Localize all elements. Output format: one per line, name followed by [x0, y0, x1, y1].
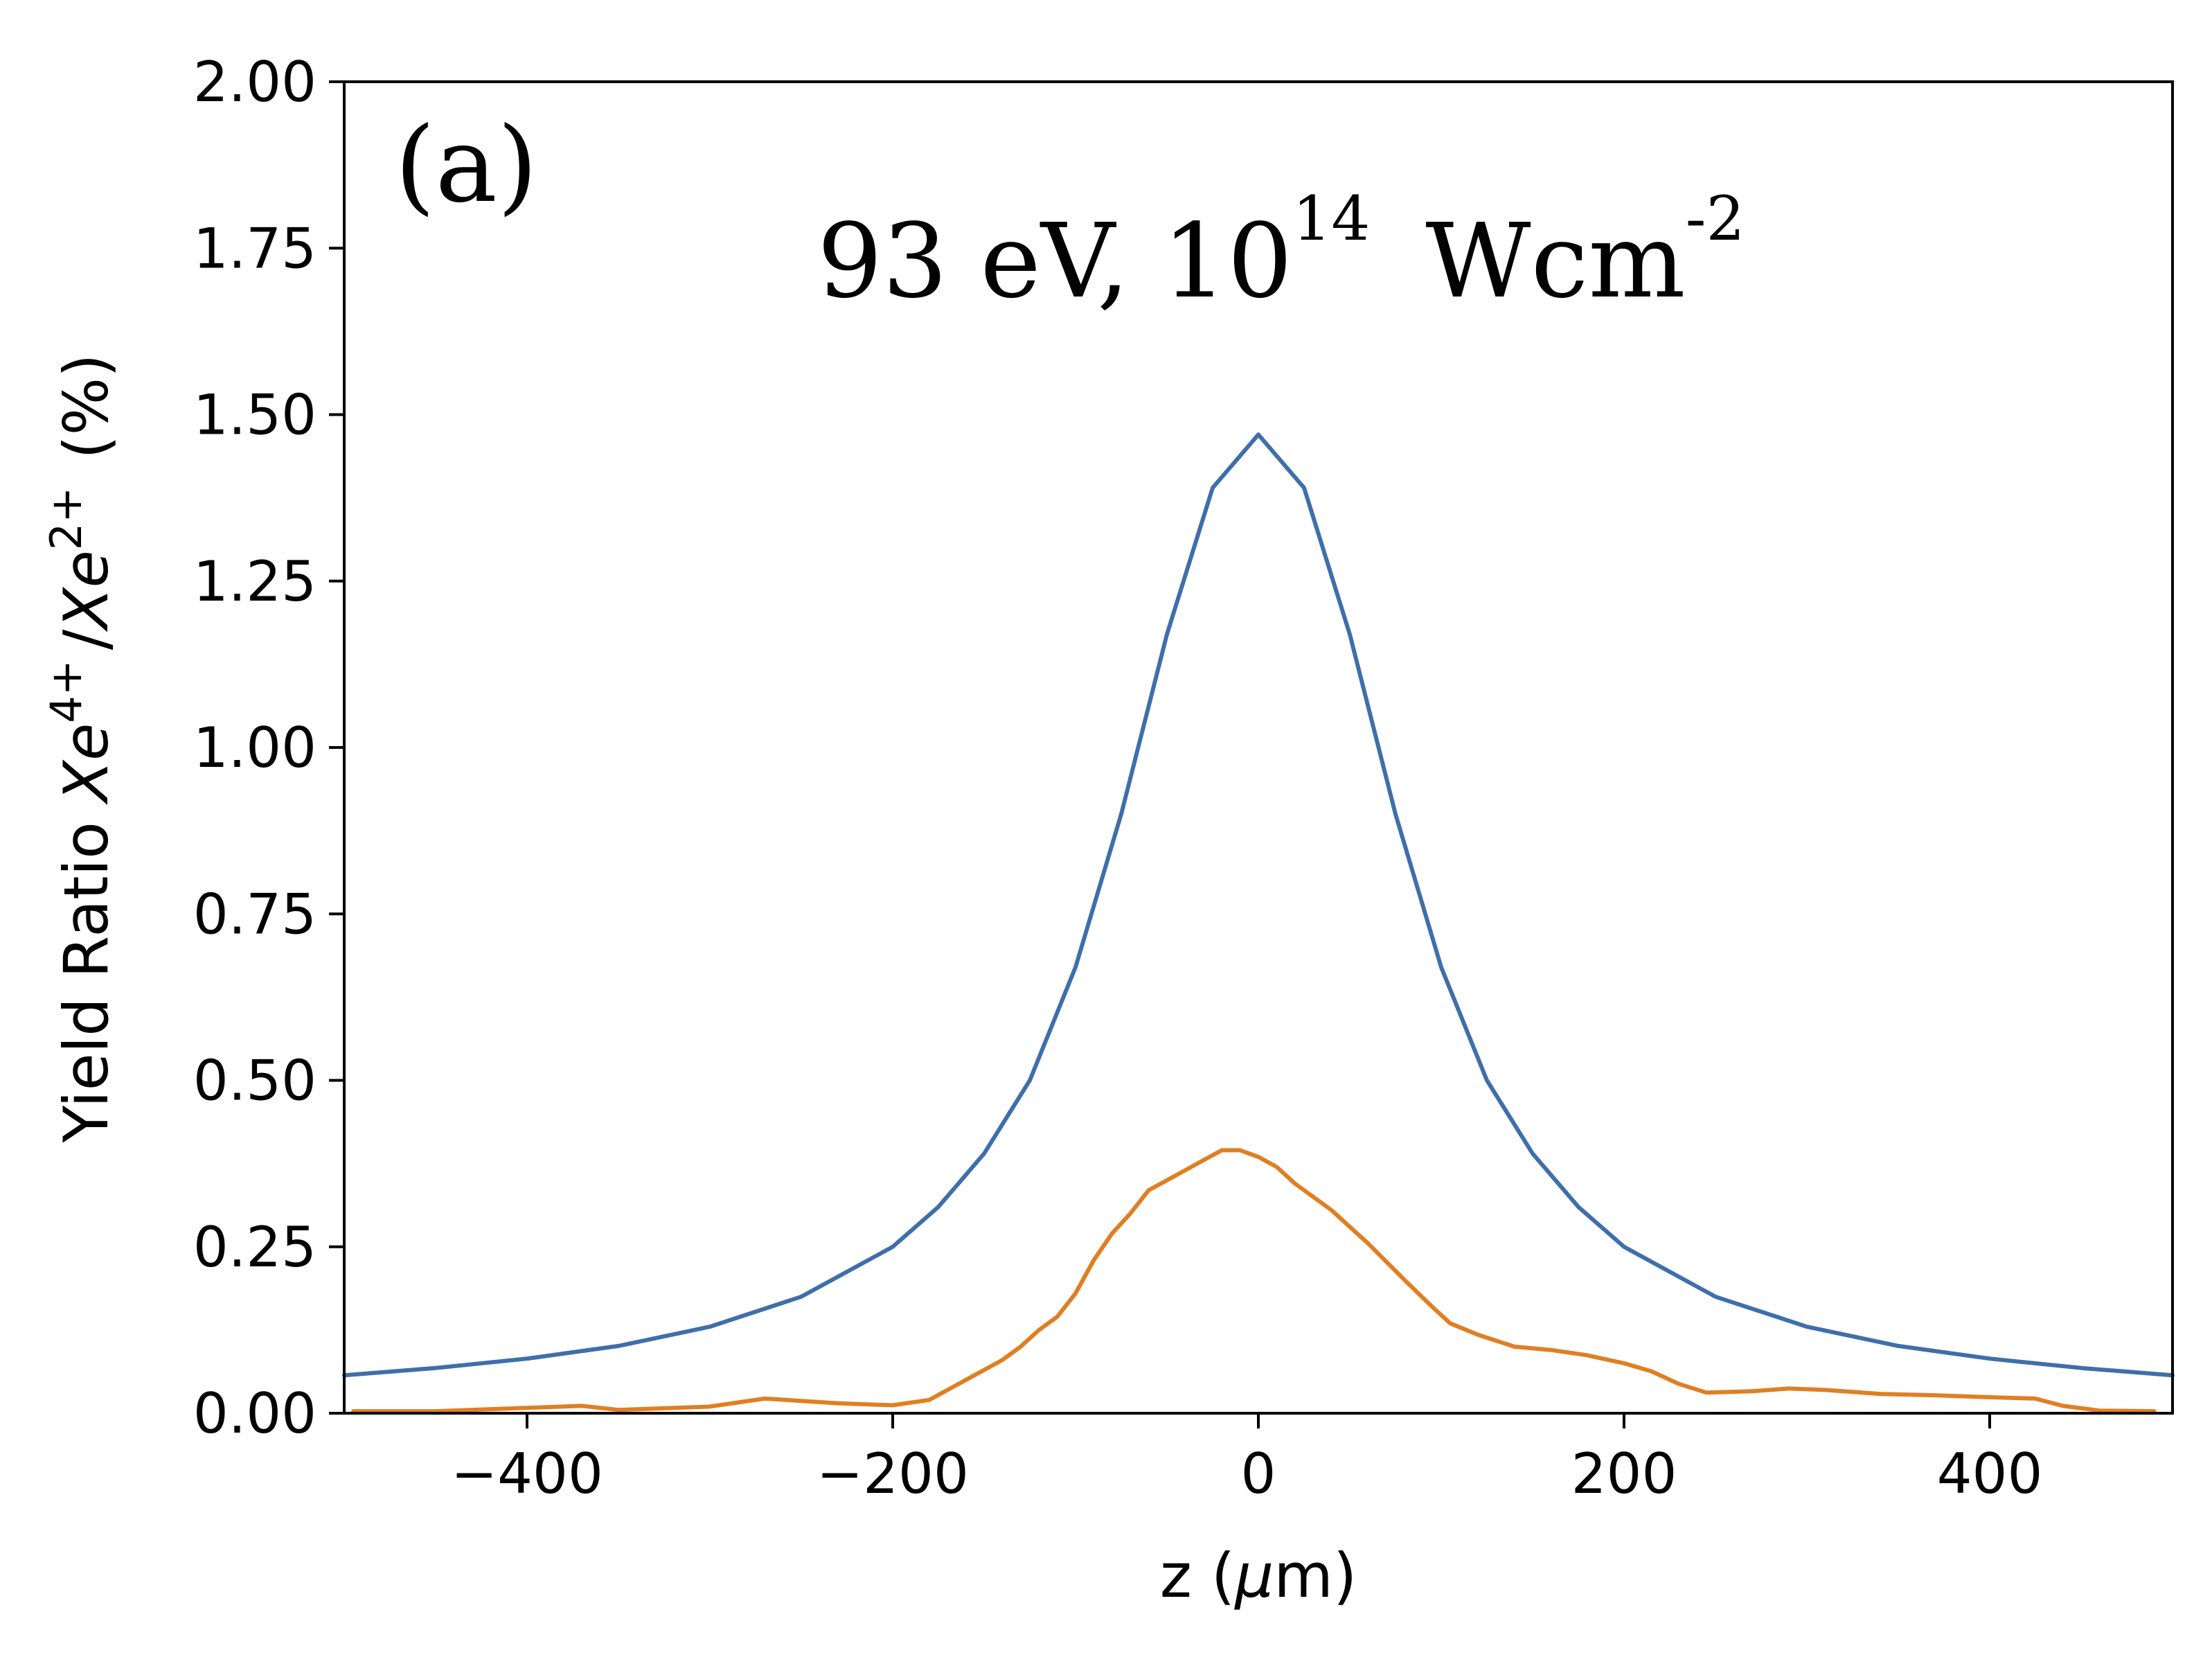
y-axis-label-prefix: Yield Ratio — [51, 802, 122, 1143]
x-tick-label: 400 — [1937, 1442, 2043, 1506]
x-axis-label-mu: μ — [1233, 1540, 1274, 1611]
y-axis-label-slash: / — [51, 629, 122, 650]
x-axis-label: z (μm) — [1160, 1540, 1357, 1611]
tick-layer: −400 −200 0 200 400 0.00 0.25 0.50 0.75 1.00 1.25 1… — [193, 50, 2042, 1506]
x-tick-label: 0 — [1241, 1442, 1276, 1506]
y-tick-label: 0.00 — [193, 1381, 316, 1446]
plot-frame — [343, 80, 2174, 1415]
y-tick-label: 1.75 — [193, 216, 316, 281]
blue-curve-line — [342, 432, 2175, 1378]
y-tick-label: 1.50 — [193, 383, 316, 448]
x-tick-label: −200 — [817, 1442, 969, 1506]
y-axis-label-ion-b-charge: 2+ — [41, 487, 91, 550]
y-tick-label: 0.50 — [193, 1049, 316, 1113]
x-axis-label-prefix: z ( — [1160, 1540, 1236, 1611]
y-tick-label: 1.25 — [193, 549, 316, 614]
y-tick-label: 0.75 — [193, 882, 316, 946]
title-energy: 93 eV, 10 — [817, 202, 1292, 321]
orange-curve-line — [351, 1148, 2157, 1414]
y-axis-label-ion-a: Xe — [51, 723, 122, 805]
chart-title: 93 eV, 1014 Wcm-2 — [817, 183, 1745, 321]
y-tick-label: 1.00 — [193, 716, 316, 780]
y-tick-label: 0.25 — [193, 1215, 316, 1280]
title-unit: Wcm — [1425, 202, 1685, 321]
title-unit-exponent: -2 — [1686, 183, 1745, 254]
x-tick-label: 200 — [1571, 1442, 1677, 1506]
y-axis-label: Yield Ratio Xe4+/Xe2+(%) — [41, 353, 122, 1143]
x-axis-label-suffix: m) — [1274, 1540, 1357, 1611]
panel-label: (a) — [395, 105, 537, 226]
x-tick-label: −400 — [451, 1442, 603, 1506]
y-axis-label-suffix: (%) — [51, 353, 122, 459]
y-axis-label-ion-a-charge: 4+ — [41, 660, 91, 723]
y-axis-label-ion-b: Xe — [51, 550, 122, 632]
y-tick-label: 2.00 — [193, 50, 316, 114]
title-exponent: 14 — [1292, 183, 1370, 254]
series-layer — [342, 432, 2175, 1414]
